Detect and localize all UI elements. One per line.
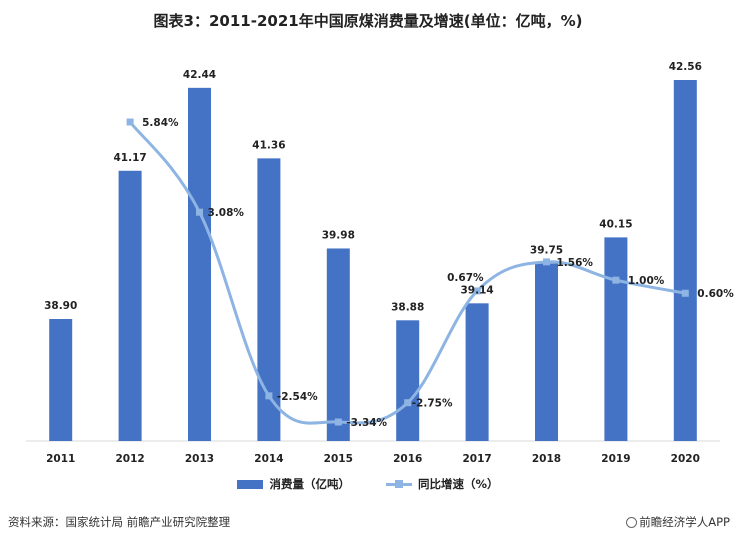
growth-label-2017: 0.67%	[447, 272, 484, 284]
bar-label-2012: 41.17	[113, 152, 146, 164]
bar-label-2017: 39.14	[460, 284, 493, 296]
x-tick-2014: 2014	[254, 453, 283, 465]
x-tick-2011: 2011	[46, 453, 75, 465]
bar-2013	[188, 87, 211, 442]
labels-layer: 38.90 2011 41.17 2012 42.44 2013 41.36 2014 39.9…	[44, 61, 734, 465]
growth-point-2018	[543, 258, 550, 266]
x-tick-2017: 2017	[462, 453, 491, 465]
growth-line	[128, 121, 686, 425]
growth-label-2014: -2.54%	[277, 391, 318, 403]
growth-label-2013: 3.08%	[208, 207, 245, 219]
legend-item-growth[interactable]: 同比增速（%）	[385, 476, 499, 492]
bar-label-2011: 38.90	[44, 300, 77, 312]
bar-label-2015: 39.98	[322, 229, 355, 241]
growth-label-2018: 1.56%	[557, 257, 594, 269]
bar-2012	[118, 170, 142, 441]
bar-label-2013: 42.44	[183, 69, 216, 81]
growth-point-2015	[334, 418, 342, 426]
growth-point-2014	[265, 392, 273, 400]
bar-label-2020: 42.56	[669, 61, 702, 73]
legend-swatch-bar	[237, 479, 264, 489]
chart-title: 图表3：2011-2021年中国原煤消费量及增速(单位：亿吨，%)	[153, 12, 583, 30]
bar-2016	[396, 320, 420, 441]
growth-label-2020: 0.60%	[697, 288, 734, 300]
legend-swatch-line	[385, 479, 412, 488]
bar-label-2019: 40.15	[599, 218, 632, 230]
credit: 前瞻经济学人APP	[626, 514, 730, 530]
bar-2017	[465, 303, 489, 441]
bar-2014	[257, 158, 281, 441]
growth-label-2016: -2.75%	[412, 398, 453, 410]
growth-point-2013	[196, 208, 203, 216]
source-note: 资料来源：国家统计局 前瞻产业研究院整理	[8, 515, 231, 529]
bar-label-2016: 38.88	[391, 301, 424, 313]
growth-point-2019	[612, 276, 620, 284]
x-tick-2020: 2020	[671, 453, 700, 465]
x-tick-2015: 2015	[324, 453, 353, 465]
x-tick-2013: 2013	[185, 453, 214, 465]
legend-item-consumption[interactable]: 消费量（亿吨）	[237, 476, 350, 492]
bar-2019	[604, 237, 628, 441]
bars-layer	[49, 80, 697, 442]
line-layer	[126, 118, 689, 426]
bar-label-2018: 39.75	[530, 244, 563, 256]
bar-2015	[326, 248, 350, 441]
credit-logo-icon	[626, 517, 638, 528]
x-tick-2018: 2018	[532, 453, 561, 465]
x-tick-2016: 2016	[393, 453, 422, 465]
bar-2018	[535, 263, 558, 441]
legend: 消费量（亿吨） 同比增速（%）	[0, 476, 736, 492]
bar-2020	[673, 80, 697, 441]
x-tick-2019: 2019	[601, 453, 630, 465]
growth-point-2017	[473, 287, 481, 295]
x-tick-2012: 2012	[115, 453, 144, 465]
credit-text: 前瞻经济学人APP	[639, 515, 730, 529]
growth-point-2012	[126, 118, 134, 126]
growth-point-2016	[404, 399, 412, 407]
legend-label-consumption: 消费量（亿吨）	[269, 477, 350, 491]
growth-label-2019: 1.00%	[628, 275, 665, 287]
growth-point-2020	[681, 289, 689, 297]
bar-label-2014: 41.36	[252, 139, 285, 151]
legend-label-growth: 同比增速（%）	[417, 477, 499, 491]
chart-area: 38.90 2011 41.17 2012 42.44 2013 41.36 2014 39.9…	[26, 61, 734, 465]
growth-label-2015: -3.34%	[346, 417, 387, 429]
growth-label-2012: 5.84%	[142, 117, 179, 129]
bar-2011	[49, 319, 73, 441]
